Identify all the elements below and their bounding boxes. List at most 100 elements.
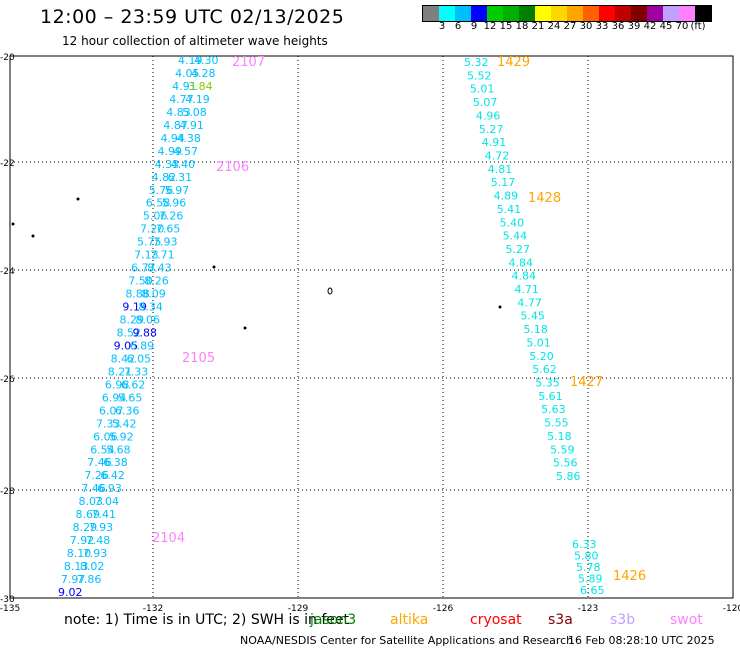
color-scale-label: 21 xyxy=(531,21,545,32)
swh-value: 8.09 xyxy=(141,288,166,301)
color-swatch xyxy=(519,6,535,21)
swh-value: 5.97 xyxy=(165,184,190,197)
color-swatch xyxy=(503,6,519,21)
swh-value: 6.42 xyxy=(100,469,125,482)
swh-value: 5.01 xyxy=(526,336,551,349)
swh-value: 6.77 xyxy=(131,262,156,275)
satellite-legend-item: swot xyxy=(670,612,703,628)
swh-value: 8.03 xyxy=(78,495,103,508)
map-title: 12:00 – 23:59 UTC 02/13/2025 xyxy=(40,6,345,28)
map-frame xyxy=(9,55,734,599)
island-marker xyxy=(498,305,502,309)
color-swatch xyxy=(455,6,471,21)
map-subtitle: 12 hour collection of altimeter wave hei… xyxy=(62,34,328,48)
swh-value: 5.92 xyxy=(109,430,134,443)
color-swatch xyxy=(695,6,711,21)
swh-value: 5.55 xyxy=(544,417,569,430)
swh-value: 6.89 xyxy=(130,339,155,352)
swh-value: 4.83 xyxy=(166,106,191,119)
color-scale-label: 24 xyxy=(547,21,561,32)
swh-value: 5.27 xyxy=(479,123,504,136)
swh-value: 8.69 xyxy=(76,508,101,521)
swh-value: 4.38 xyxy=(176,132,201,145)
swh-value: 8.21 xyxy=(108,365,133,378)
swh-value: 9.19 xyxy=(122,301,147,314)
lon-tick-label: -129 xyxy=(288,604,309,614)
color-swatch xyxy=(439,6,455,21)
timestamp-text: 16 Feb 08:28:10 UTC 2025 xyxy=(568,634,715,647)
swh-value: 5.75 xyxy=(137,236,162,249)
swh-value: 4.28 xyxy=(191,67,216,80)
lon-tick-label: -135 xyxy=(0,604,20,614)
swh-value: 6.33 xyxy=(572,538,597,551)
swh-value: 7.26 xyxy=(84,469,109,482)
swh-value: 4.91 xyxy=(482,136,507,149)
satellite-legend-item: cryosat xyxy=(470,612,522,628)
swh-value: 6.58 xyxy=(146,197,171,210)
color-scale-bar xyxy=(422,5,712,22)
swh-value: 4.99 xyxy=(158,145,183,158)
swh-value: 6.98 xyxy=(105,378,130,391)
swh-value: 5.68 xyxy=(106,443,131,456)
color-swatch xyxy=(471,6,487,21)
swh-value: 7.41 xyxy=(92,508,117,521)
lat-tick-label: -28 xyxy=(0,487,15,497)
swh-value: 5.32 xyxy=(464,56,489,69)
footer-note: note: 1) Time is in UTC; 2) SWH is in fe… xyxy=(64,612,350,628)
swh-value: 7.04 xyxy=(94,495,119,508)
color-scale-label: 42 xyxy=(643,21,657,32)
swh-value: 6.06 xyxy=(93,430,118,443)
pass-time-label: 2106 xyxy=(216,160,249,175)
swh-value: 5.27 xyxy=(506,243,531,256)
pass-time-label: 1428 xyxy=(528,191,561,206)
swh-value: 4.82 xyxy=(152,171,177,184)
swh-value: 8.06 xyxy=(135,314,160,327)
swh-value: 4.19 xyxy=(178,54,203,67)
swh-value: 8.29 xyxy=(73,521,98,534)
swh-value: 7.26 xyxy=(159,210,184,223)
color-swatch xyxy=(551,6,567,21)
swh-value: 5.01 xyxy=(470,83,495,96)
swh-value: 4.81 xyxy=(488,163,513,176)
swh-value: 7.50 xyxy=(128,275,153,288)
satellite-legend-item: altika xyxy=(390,612,429,628)
color-swatch xyxy=(679,6,695,21)
swh-value: 8.42 xyxy=(111,352,135,365)
swh-value: 7.13 xyxy=(134,249,159,262)
swh-value: 6.07 xyxy=(99,404,124,417)
swh-value: 5.59 xyxy=(550,443,575,456)
swh-value: 5.18 xyxy=(547,430,572,443)
swh-value: 5.20 xyxy=(529,350,554,363)
swh-value: 4.91 xyxy=(179,119,204,132)
swh-value: 9.02 xyxy=(58,586,83,599)
swh-value: 4.77 xyxy=(517,296,542,309)
pass-time-label: 1429 xyxy=(497,55,530,70)
swh-value: 6.38 xyxy=(103,456,128,469)
swh-value: 8.26 xyxy=(144,275,169,288)
swh-value: 5.45 xyxy=(520,310,545,323)
island-marker xyxy=(11,222,15,226)
swh-value: 8.43 xyxy=(147,262,172,275)
swh-value: 5.44 xyxy=(503,230,528,243)
swh-value: 4.77 xyxy=(169,93,194,106)
color-scale-label: 33 xyxy=(595,21,609,32)
lat-tick-label: -30 xyxy=(0,595,15,605)
swh-value: 5.08 xyxy=(182,106,207,119)
swh-value: 7.93 xyxy=(89,521,114,534)
color-scale-label: 15 xyxy=(499,21,513,32)
swh-value: 5.42 xyxy=(112,417,137,430)
swh-value: 5.65 xyxy=(118,391,143,404)
swh-value: 5.63 xyxy=(541,403,566,416)
swh-value: 4.87 xyxy=(163,119,188,132)
pass-time-label: 2107 xyxy=(232,55,265,70)
swh-value: 7.33 xyxy=(96,417,121,430)
swh-value: 7.48 xyxy=(86,534,111,547)
swh-value: 5.89 xyxy=(578,573,603,586)
swh-value: 4.40 xyxy=(171,158,196,171)
pass-time-label: 1426 xyxy=(613,569,646,584)
swh-value: 8.88 xyxy=(125,288,150,301)
lat-tick-label: -24 xyxy=(0,267,15,277)
swh-value: 6.65 xyxy=(580,584,605,597)
swh-value: 8.13 xyxy=(64,560,88,573)
